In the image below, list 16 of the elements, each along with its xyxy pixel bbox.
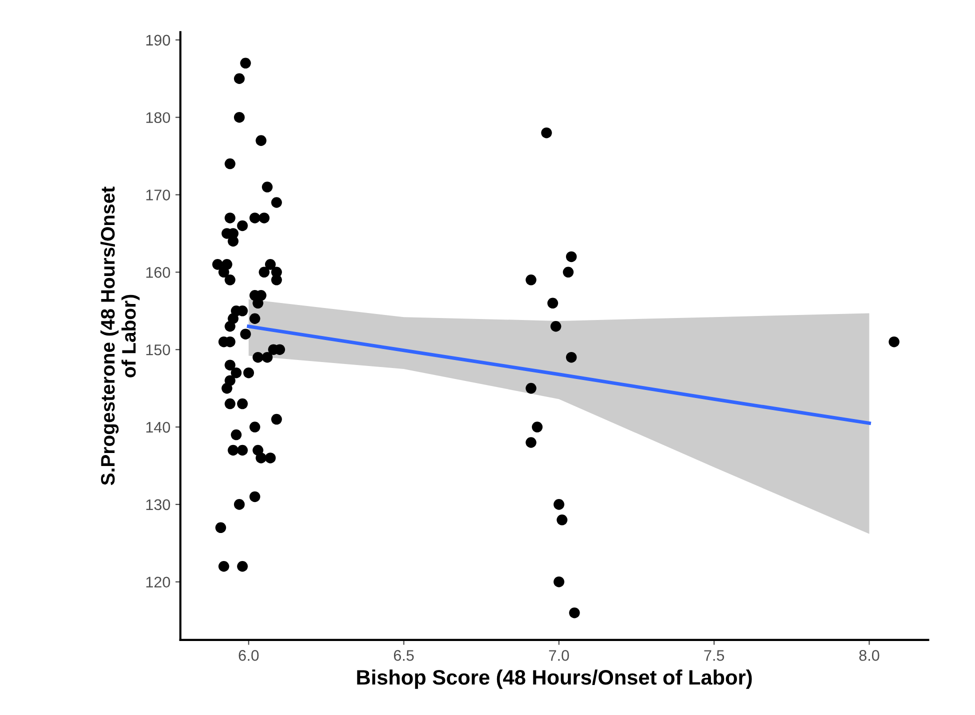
- y-tick-label: 120: [146, 576, 170, 588]
- x-tick-label: 7.5: [704, 650, 724, 661]
- y-tick-label: 170: [146, 190, 170, 200]
- y-tick-label: 190: [146, 34, 170, 46]
- y-tick-label: 180: [146, 112, 170, 124]
- line-series: [246, 324, 871, 425]
- x-tick-label: 7.0: [549, 650, 569, 661]
- x-tick-label: 8.0: [859, 650, 880, 661]
- x-axis-title: Bishop Score (48 Hours/Onset of Labor): [357, 669, 752, 689]
- y-tick-label: 160: [146, 267, 170, 278]
- y-tick-label: 140: [146, 422, 170, 433]
- y-tick-label: 130: [146, 499, 170, 510]
- x-tick-label: 6.5: [394, 650, 414, 661]
- y-axis-title: S.Progesterone (48 Hours/Onset of Labor): [100, 186, 140, 486]
- x-tick-label: 6.0: [238, 650, 259, 661]
- y-tick-label: 150: [146, 344, 170, 356]
